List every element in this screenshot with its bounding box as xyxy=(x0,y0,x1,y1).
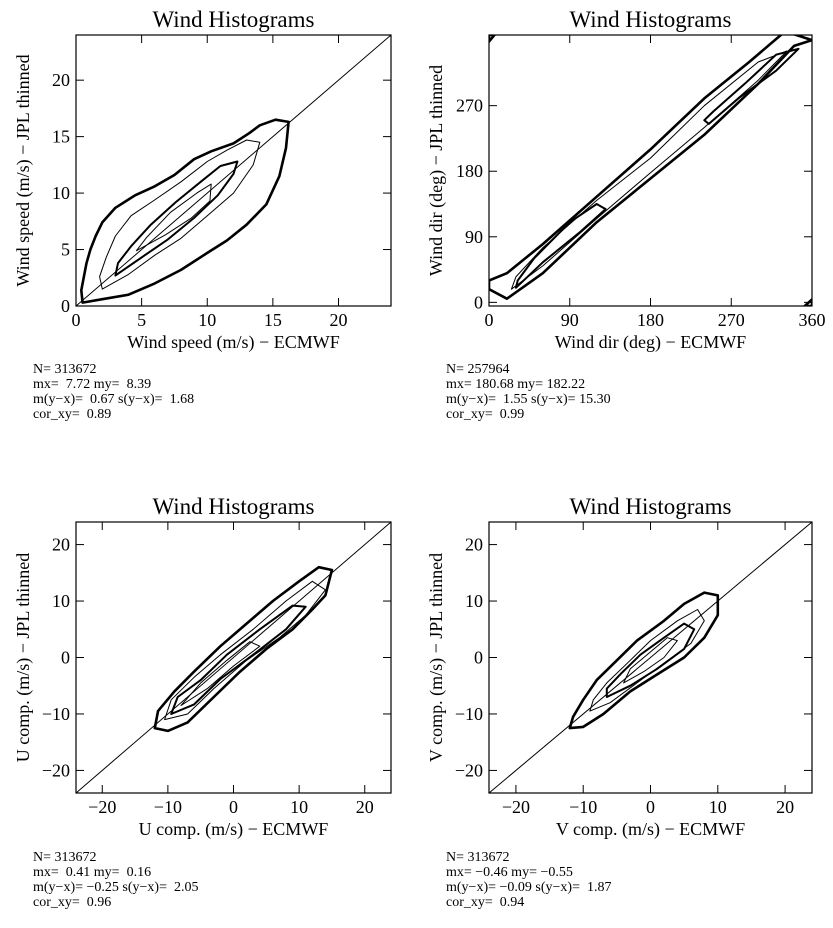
contour-inner xyxy=(114,160,239,277)
chart-title: Wind Histograms xyxy=(570,7,732,32)
x-tick-label: −10 xyxy=(154,797,182,817)
stats-line: m(y−x)= 0.67 s(y−x)= 1.68 xyxy=(33,392,195,407)
y-tick-label: 270 xyxy=(456,96,483,116)
contour-inner2 xyxy=(703,47,800,125)
contour-core xyxy=(623,637,678,684)
y-tick-label: 0 xyxy=(61,648,70,668)
x-tick-label: −20 xyxy=(88,797,116,817)
chart-title: Wind Histograms xyxy=(153,494,315,519)
stats-line: cor_xy= 0.89 xyxy=(33,407,112,422)
x-tick-label: 10 xyxy=(709,797,727,817)
stats-block: N= 313672 mx= 0.41 my= 0.16 m(y−x)= −0.25 … xyxy=(33,850,198,910)
y-tick-label: 90 xyxy=(465,227,483,247)
diagonal-line xyxy=(76,35,391,306)
y-tick-label: −10 xyxy=(455,704,483,724)
stats-line: N= 313672 xyxy=(33,850,97,865)
contour-outer xyxy=(153,565,334,733)
x-axis-label: Wind speed (m/s) − ECMWF xyxy=(127,332,339,353)
contour-inner xyxy=(170,604,307,715)
stats-block: N= 257964 mx= 180.68 my= 182.22 m(y−x)= 1.… xyxy=(446,362,611,422)
x-tick-label: 0 xyxy=(646,797,655,817)
y-tick-label: −20 xyxy=(42,760,70,780)
chart-panel-3: Wind Histograms −20 −10 0 10 20 −20 −10 0 10 20 U c… xyxy=(13,494,392,840)
stats-line: cor_xy= 0.96 xyxy=(33,895,112,910)
contour-core xyxy=(180,641,261,706)
y-tick-label: 10 xyxy=(52,591,70,611)
y-tick-label: 15 xyxy=(52,127,70,147)
y-axis-label: V comp. (m/s) − JPL thinned xyxy=(426,553,447,762)
stats-line: mx= 7.72 my= 8.39 xyxy=(33,377,152,392)
diagonal-line xyxy=(489,522,812,793)
y-tick-label: 0 xyxy=(61,296,70,316)
y-tick-label: 180 xyxy=(456,161,483,181)
y-tick-label: 20 xyxy=(52,535,70,555)
x-tick-label: 15 xyxy=(264,310,282,330)
y-axis-label: U comp. (m/s) − JPL thinned xyxy=(13,553,34,762)
y-axis-label: Wind dir (deg) − JPL thinned xyxy=(426,65,447,276)
stats-line: mx= −0.46 my= −0.55 xyxy=(446,865,573,880)
chart-panel-4: Wind Histograms −20 −10 0 10 20 −20 −10 0 10 20 V c… xyxy=(426,494,813,840)
x-tick-label: 180 xyxy=(637,310,664,330)
stats-line: cor_xy= 0.99 xyxy=(446,407,525,422)
contour-inner xyxy=(605,622,696,698)
x-tick-label: −20 xyxy=(502,797,530,817)
stats-block: N= 313672 mx= 7.72 my= 8.39 m(y−x)= 0.67 s… xyxy=(33,362,194,422)
x-tick-label: 20 xyxy=(776,797,794,817)
x-tick-label: 10 xyxy=(290,797,308,817)
stats-line: N= 313672 xyxy=(446,850,510,865)
x-tick-label: −10 xyxy=(569,797,597,817)
x-axis-label: Wind dir (deg) − ECMWF xyxy=(555,332,746,353)
x-tick-label: 360 xyxy=(799,310,826,330)
y-tick-label: 10 xyxy=(52,183,70,203)
x-tick-label: 20 xyxy=(356,797,374,817)
x-axis-label: V comp. (m/s) − ECMWF xyxy=(556,819,745,840)
x-tick-label: 90 xyxy=(561,310,579,330)
x-tick-label: 10 xyxy=(198,310,216,330)
y-tick-label: −10 xyxy=(42,704,70,724)
chart-title: Wind Histograms xyxy=(153,7,315,32)
stats-line: m(y−x)= 1.55 s(y−x)= 15.30 xyxy=(446,392,611,407)
contour-outer xyxy=(568,591,720,730)
stats-line: N= 313672 xyxy=(33,362,97,377)
contour-mid xyxy=(589,609,705,712)
contour-outer xyxy=(80,118,290,304)
stats-line: m(y−x)= −0.25 s(y−x)= 2.05 xyxy=(33,880,199,895)
y-tick-label: 10 xyxy=(465,591,483,611)
diagonal-line xyxy=(76,522,391,793)
y-tick-label: 0 xyxy=(474,292,483,312)
x-tick-label: 270 xyxy=(718,310,745,330)
y-tick-label: 5 xyxy=(61,240,70,260)
y-tick-label: 0 xyxy=(474,648,483,668)
x-tick-label: 0 xyxy=(229,797,238,817)
contour-core xyxy=(135,183,212,252)
chart-title: Wind Histograms xyxy=(570,494,732,519)
x-tick-label: 5 xyxy=(137,310,146,330)
x-axis-label: U comp. (m/s) − ECMWF xyxy=(139,819,329,840)
contour-inner xyxy=(514,203,607,289)
stats-line: m(y−x)= −0.09 s(y−x)= 1.87 xyxy=(446,880,612,895)
contour-mid xyxy=(99,139,261,290)
x-tick-label: 20 xyxy=(330,310,348,330)
contour-outer xyxy=(489,35,812,300)
stats-line: mx= 180.68 my= 182.22 xyxy=(446,377,586,392)
contour-corner xyxy=(489,35,496,43)
contour-mid xyxy=(164,580,326,721)
plot-frame xyxy=(75,34,392,307)
stats-line: mx= 0.41 my= 0.16 xyxy=(33,865,152,880)
x-tick-label: 0 xyxy=(72,310,81,330)
y-tick-label: 20 xyxy=(52,70,70,90)
y-tick-label: 20 xyxy=(465,535,483,555)
x-tick-label: 0 xyxy=(485,310,494,330)
plot-frame xyxy=(488,34,813,307)
stats-line: cor_xy= 0.94 xyxy=(446,895,525,910)
y-axis-label: Wind speed (m/s) − JPL thinned xyxy=(13,54,34,286)
stats-block: N= 313672 mx= −0.46 my= −0.55 m(y−x)= −0.0… xyxy=(446,850,611,910)
stats-line: N= 257964 xyxy=(446,362,510,377)
y-tick-label: −20 xyxy=(455,760,483,780)
contour-corner2 xyxy=(803,298,812,306)
